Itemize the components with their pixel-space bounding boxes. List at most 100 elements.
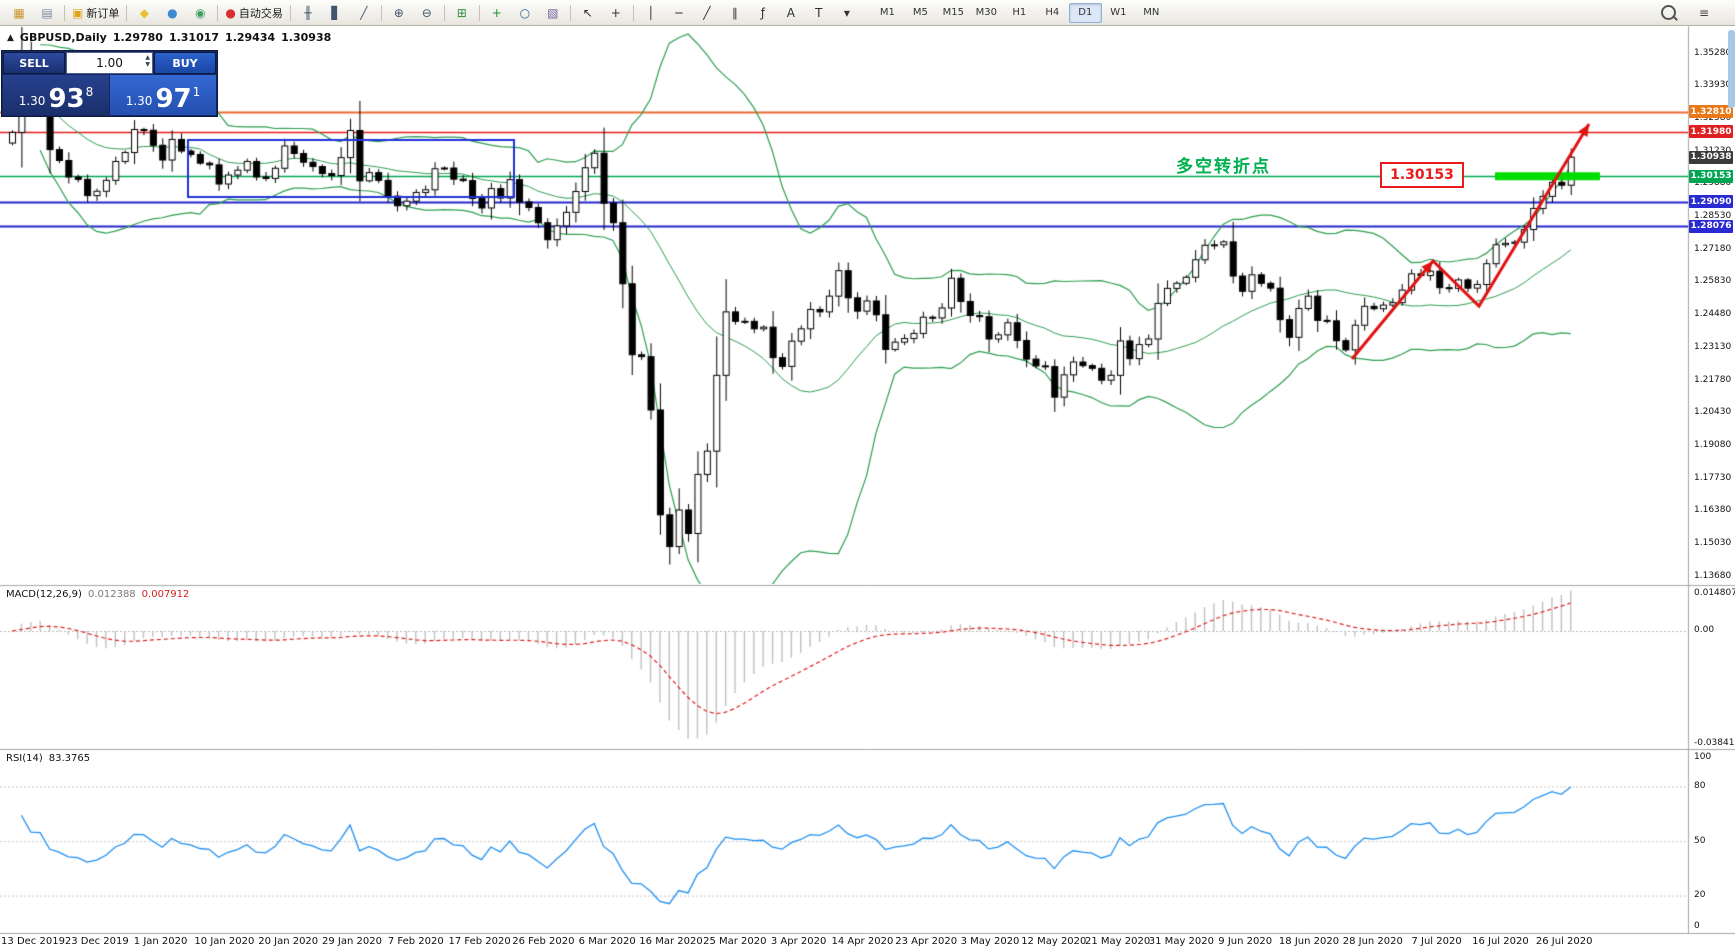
price-axis-label: 1.23130	[1694, 341, 1732, 352]
new-chart-icon[interactable]: ▦	[5, 2, 33, 24]
toolbar-separator	[632, 4, 634, 21]
price-level-tag[interactable]: 1.30153	[1689, 169, 1733, 183]
indicators-icon: +	[491, 5, 502, 20]
time-axis-label: 7 Jul 2020	[1411, 936, 1462, 947]
menu-icon[interactable]: ≡	[1690, 2, 1718, 24]
fibonacci-icon: ƒ	[760, 5, 765, 20]
toolbar-separator	[126, 4, 128, 21]
timeframe-m15[interactable]: M15	[942, 7, 964, 18]
text-icon[interactable]: A	[777, 2, 805, 24]
horizontal-line-icon[interactable]: ─	[665, 2, 693, 24]
time-axis-label: 3 Apr 2020	[770, 936, 827, 947]
macd-axis-label: 0.014807	[1694, 588, 1735, 598]
community-icon[interactable]: ◉	[186, 2, 214, 24]
buy-price[interactable]: 1.30 97 1	[110, 75, 216, 115]
time-axis-label: 3 May 2020	[960, 936, 1020, 947]
time-axis-label: 6 Mar 2020	[578, 936, 636, 947]
timeframe-h4[interactable]: H4	[1045, 7, 1060, 18]
profiles-icon[interactable]: ▤	[33, 2, 61, 24]
toolbar-right: ≡	[1654, 2, 1730, 24]
toolbar-separator	[478, 4, 480, 21]
price-level-tag[interactable]: 1.28076	[1689, 219, 1733, 233]
cursor-icon[interactable]: ↖	[574, 2, 602, 24]
trendline-icon: ╱	[703, 5, 711, 20]
toolbar-separator	[64, 4, 65, 21]
line-chart-icon[interactable]: ╱	[350, 2, 378, 24]
sell-price-pips: 93	[48, 83, 85, 114]
market-watch-icon[interactable]: ●	[158, 2, 186, 24]
new-order-button: ▣	[72, 5, 84, 20]
timeframe-m30[interactable]: M30	[975, 7, 997, 18]
timeframe-m1[interactable]: M1	[879, 7, 895, 18]
templates-icon[interactable]: ▧	[539, 2, 567, 24]
zoom-in-icon[interactable]: ⊕	[385, 2, 413, 24]
macd-signal-value: 0.007912	[141, 589, 190, 600]
autotrading-button[interactable]: ● 自动交易	[221, 2, 286, 24]
rsi-axis-label: 50	[1694, 836, 1706, 846]
metaeditor-icon: ◆	[139, 5, 149, 20]
scrollbar-thumb[interactable]	[1728, 30, 1735, 108]
line-chart-icon: ╱	[360, 5, 368, 20]
time-axis-label: 16 Jul 2020	[1472, 936, 1529, 947]
buy-price-pips: 97	[155, 83, 192, 114]
fibonacci-icon[interactable]: ƒ	[749, 2, 777, 24]
price-level-tag[interactable]: 1.29090	[1689, 195, 1733, 209]
search-icon[interactable]	[1654, 2, 1682, 24]
candle-chart-icon[interactable]: ▋	[322, 2, 350, 24]
one-click-toggle-icon[interactable]: ▲	[7, 32, 14, 43]
toolbar: ▦ ▤ ▣ 新订单 ◆ ● ◉ ● 自动交易 ╫ ▋ ╱ ⊕ ⊖ ⊞ + ○ ▧ ↖ + │ ─ ╱ ∥ ƒ A T ▾ M1 M5 M1…	[0, 0, 1735, 26]
price-level-tag[interactable]: 1.32810	[1689, 105, 1733, 119]
bar-chart-icon[interactable]: ╫	[294, 2, 322, 24]
time-axis-label: 10 Jan 2020	[194, 936, 255, 947]
lot-up-icon[interactable]: ▲	[145, 54, 150, 61]
metaeditor-icon[interactable]: ◆	[130, 2, 158, 24]
tile-windows-icon[interactable]: ⊞	[448, 2, 476, 24]
autotrading-button: ●	[225, 5, 236, 20]
toolbar-separator	[443, 4, 445, 21]
timeframe-h1[interactable]: H1	[1012, 7, 1027, 18]
zoom-out-icon: ⊖	[421, 5, 432, 20]
indicators-icon[interactable]: +	[483, 2, 511, 24]
current-price-tag: 1.30938	[1689, 150, 1733, 164]
time-axis-label: 28 Jun 2020	[1342, 936, 1403, 947]
candle-chart-icon: ▋	[331, 5, 341, 20]
vertical-line-icon[interactable]: │	[637, 2, 665, 24]
price-axis-label: 1.31230	[1694, 146, 1731, 156]
turning-point-annotation[interactable]: 多空转折点	[1176, 157, 1271, 177]
timeframe-d1[interactable]: D1	[1068, 2, 1102, 23]
toolbar-separator	[569, 4, 571, 21]
price-axis-label: 1.29880	[1694, 178, 1732, 189]
cursor-icon: ↖	[582, 5, 593, 20]
arrows-icon: ▾	[843, 5, 850, 20]
sell-price[interactable]: 1.30 93 8	[3, 75, 109, 115]
periods-icon: ○	[519, 5, 531, 20]
time-axis-label: 29 Jan 2020	[322, 936, 382, 947]
timeframe-w1[interactable]: W1	[1110, 7, 1127, 18]
lot-down-icon[interactable]: ▼	[145, 61, 150, 68]
price-axis-label: 1.16380	[1694, 505, 1732, 516]
templates-icon: ▧	[547, 5, 559, 20]
price-axis-label: 1.21780	[1694, 374, 1732, 385]
crosshair-icon[interactable]: +	[602, 2, 630, 24]
price-level-tag[interactable]: 1.31980	[1689, 125, 1733, 139]
rsi-axis-label: 20	[1694, 890, 1706, 900]
periods-icon[interactable]: ○	[511, 2, 539, 24]
channel-icon[interactable]: ∥	[721, 2, 749, 24]
buy-price-point: 1	[192, 85, 201, 99]
zoom-out-icon[interactable]: ⊖	[413, 2, 441, 24]
arrows-icon[interactable]: ▾	[833, 2, 861, 24]
buy-button[interactable]: BUY	[154, 52, 216, 74]
label-icon[interactable]: T	[805, 2, 833, 24]
new-order-button[interactable]: ▣ 新订单	[68, 2, 123, 24]
lot-size-input[interactable]: 1.00 ▲ ▼	[66, 52, 153, 74]
trendline-icon[interactable]: ╱	[693, 2, 721, 24]
timeframe-m5[interactable]: M5	[912, 7, 928, 18]
lot-stepper[interactable]: ▲ ▼	[145, 54, 150, 68]
sell-button[interactable]: SELL	[3, 52, 65, 74]
timeframe-mn[interactable]: MN	[1143, 7, 1160, 18]
menu-icon: ≡	[1698, 5, 1710, 20]
time-axis-label: 23 Dec 2019	[64, 936, 129, 947]
price-callout-box[interactable]: 1.30153	[1380, 162, 1464, 188]
time-axis-label: 23 Apr 2020	[895, 936, 958, 947]
